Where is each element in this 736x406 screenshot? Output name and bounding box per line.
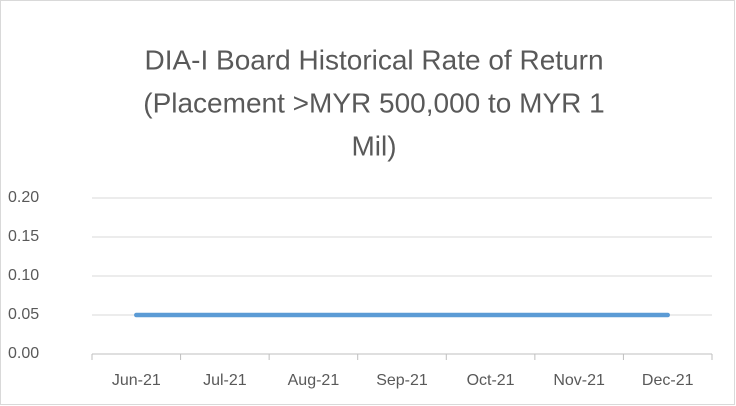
x-tick-label: Nov-21 [553, 372, 605, 389]
y-tick-label: 0.05 [8, 306, 39, 323]
x-tick-label: Jun-21 [112, 372, 161, 389]
x-tick-label: Dec-21 [642, 372, 694, 389]
chart-title: DIA-I Board Historical Rate of Return [144, 44, 603, 75]
chart-title: (Placement >MYR 500,000 to MYR 1 [143, 87, 604, 118]
x-tick-label: Jul-21 [203, 372, 247, 389]
x-tick-label: Sep-21 [376, 372, 428, 389]
y-tick-label: 0.00 [8, 345, 39, 362]
y-tick-label: 0.20 [8, 189, 39, 206]
chart-title: Mil) [351, 130, 396, 161]
x-tick-label: Aug-21 [288, 372, 340, 389]
x-tick-label: Oct-21 [467, 372, 515, 389]
y-tick-label: 0.10 [8, 267, 39, 284]
y-tick-label: 0.15 [8, 228, 39, 245]
